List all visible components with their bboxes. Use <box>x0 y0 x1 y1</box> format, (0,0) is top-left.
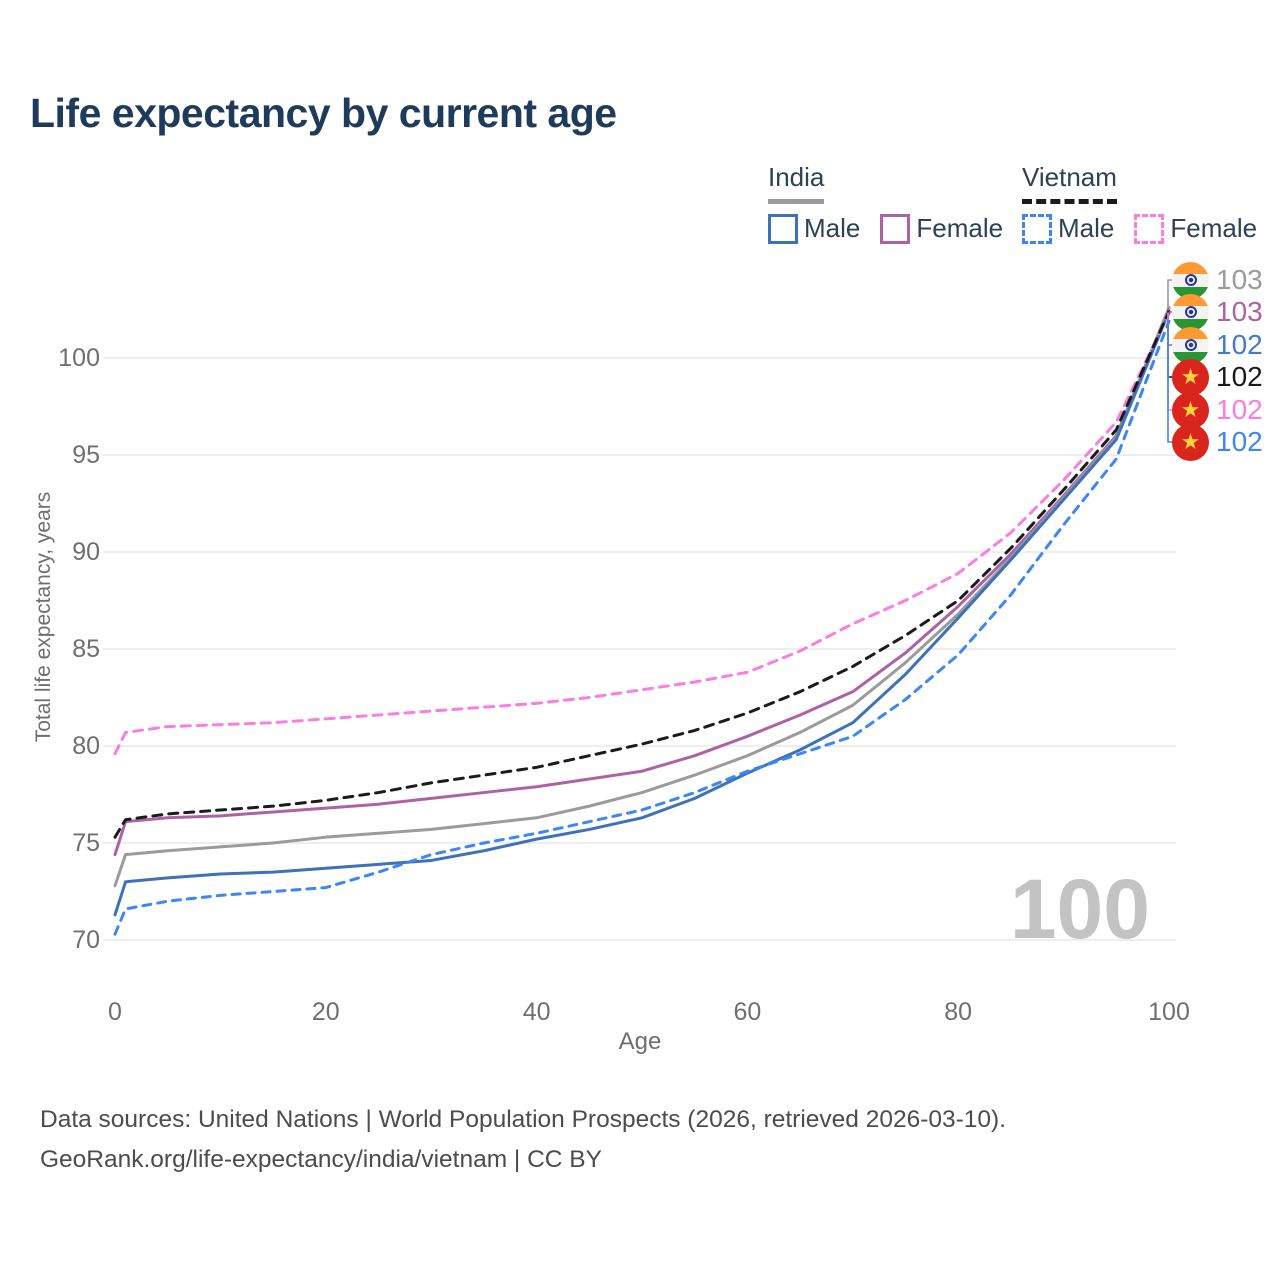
vietnam-flag-icon <box>1172 391 1209 429</box>
series-line-vietnam-total <box>113 309 1171 839</box>
legend-items-vietnam: Male Female <box>1022 213 1277 244</box>
series-line-vietnam-male <box>113 319 1171 936</box>
gridlines <box>103 357 1176 941</box>
x-tick-80: 80 <box>944 998 973 1026</box>
india-flag-icon <box>1172 261 1209 299</box>
legend-swatch-india-male[interactable] <box>768 213 798 244</box>
legend-country-india[interactable]: India <box>768 162 825 204</box>
y-tick-70: 70 <box>72 926 100 954</box>
page-title: Life expectancy by current age <box>30 90 617 136</box>
legend-items-india: Male Female <box>768 213 1023 244</box>
series-lines <box>113 306 1171 936</box>
india-flag-icon <box>1172 293 1209 331</box>
y-axis-title: Total life expectancy, years <box>32 491 55 743</box>
legend-label-vietnam-male[interactable]: Male <box>1058 213 1115 243</box>
legend-group-india: India Male Female <box>768 162 1023 244</box>
legend-group-vietnam: Vietnam Male Female <box>1022 162 1277 244</box>
footer-attribution: GeoRank.org/life-expectancy/india/vietna… <box>40 1146 602 1173</box>
series-line-india-male <box>113 309 1171 917</box>
vietnam-flag-icon <box>1172 423 1209 461</box>
end-value-5: 102 <box>1216 426 1263 457</box>
india-flag-icon <box>1172 326 1209 364</box>
x-tick-60: 60 <box>733 998 762 1026</box>
x-tick-0: 0 <box>108 998 122 1026</box>
series-line-india-female <box>113 307 1171 857</box>
footer-data-sources: Data sources: United Nations | World Pop… <box>40 1106 1007 1133</box>
y-tick-75: 75 <box>72 829 100 857</box>
x-tick-20: 20 <box>311 998 340 1026</box>
x-tick-40: 40 <box>522 998 551 1026</box>
y-tick-100: 100 <box>58 344 100 372</box>
y-tick-90: 90 <box>72 538 100 566</box>
legend-label-india-male[interactable]: Male <box>804 213 861 243</box>
age-watermark: 100 <box>1010 862 1150 956</box>
end-value-0: 103 <box>1216 264 1263 295</box>
legend-label-vietnam-female[interactable]: Female <box>1170 213 1258 243</box>
legend-swatch-vietnam-female[interactable] <box>1134 213 1165 244</box>
legend-swatch-india-female[interactable] <box>880 213 911 244</box>
y-tick-85: 85 <box>72 635 100 663</box>
end-value-1: 103 <box>1216 296 1263 327</box>
end-value-3: 102 <box>1216 361 1263 392</box>
end-value-4: 102 <box>1216 394 1263 425</box>
y-tick-80: 80 <box>72 732 100 760</box>
x-axis-title: Age <box>618 1028 662 1055</box>
x-tick-100: 100 <box>1148 998 1190 1026</box>
vietnam-flag-icon <box>1172 358 1209 396</box>
legend-swatch-vietnam-male[interactable] <box>1022 213 1052 244</box>
end-value-2: 102 <box>1216 329 1263 360</box>
y-tick-95: 95 <box>72 441 100 469</box>
series-line-india-total <box>113 306 1171 888</box>
legend-label-india-female[interactable]: Female <box>916 213 1004 243</box>
series-line-vietnam-female <box>113 311 1171 756</box>
legend-country-vietnam[interactable]: Vietnam <box>1022 162 1117 204</box>
